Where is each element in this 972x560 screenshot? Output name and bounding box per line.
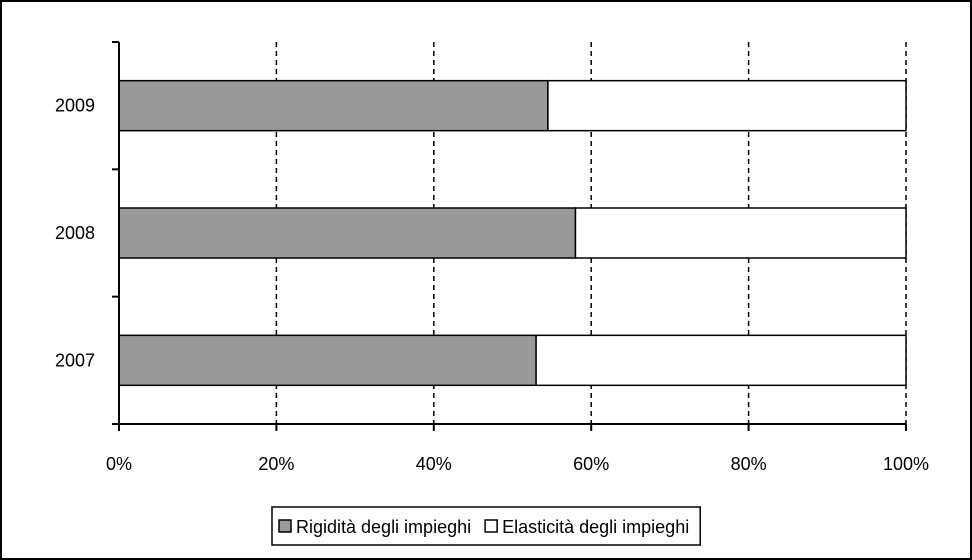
x-tick-label-1: 20% [258,454,294,474]
bar-2008-series-0 [118,207,577,259]
legend-label-1: Elasticità degli impieghi [502,517,689,537]
bar-2007-series-1 [535,334,907,387]
legend-swatch-1 [484,519,498,533]
y-tick-labels: 2007 2008 2009 [55,96,95,371]
bar-2008-series-1 [574,207,907,259]
x-tick-label-0: 0% [106,454,132,474]
y-tick-label-2007: 2007 [55,350,95,370]
x-tick-labels: 0% 20% 40% 60% 80% 100% [106,454,929,474]
y-tick-label-2008: 2008 [55,223,95,243]
axes [112,41,907,431]
bars [118,79,907,387]
x-tick-label-4: 80% [731,454,767,474]
bar-2009-series-1 [547,79,907,132]
legend: Rigidità degli impieghi Elasticità degli … [271,506,701,546]
y-tick-label-2009: 2009 [55,96,95,116]
bar-2009-series-0 [118,79,549,132]
legend-label-0: Rigidità degli impieghi [296,517,471,537]
x-tick-label-3: 60% [573,454,609,474]
x-tick-label-5: 100% [883,454,929,474]
x-tick-label-2: 40% [416,454,452,474]
bar-2007-series-0 [118,334,537,387]
legend-swatch-0 [278,519,292,533]
